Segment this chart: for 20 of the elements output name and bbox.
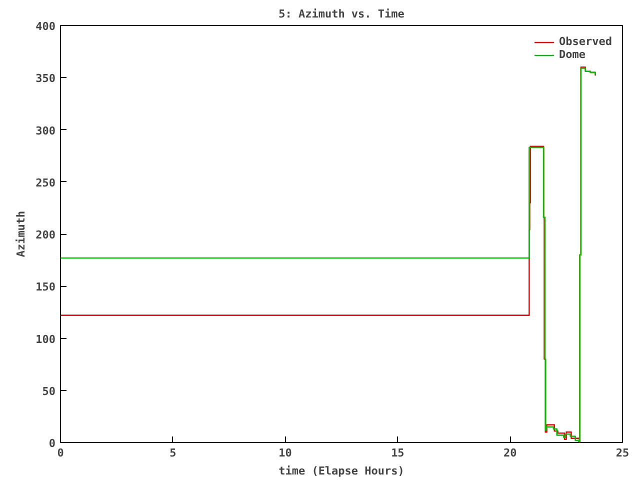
- x-tick-label: 15: [391, 446, 404, 460]
- x-tick-label: 25: [616, 446, 630, 460]
- y-tick-label: 400: [36, 20, 56, 33]
- x-tick-label: 5: [170, 446, 176, 460]
- y-tick-label: 350: [36, 72, 56, 86]
- y-tick-label: 100: [36, 332, 56, 346]
- y-tick-label: 200: [36, 228, 56, 242]
- x-tick-label: 20: [503, 446, 517, 460]
- legend-label: Observed: [559, 35, 612, 48]
- legend-label: Dome: [559, 48, 586, 61]
- x-tick-label: 10: [278, 446, 292, 460]
- y-tick-label: 50: [42, 384, 56, 398]
- x-tick-label: 0: [57, 446, 64, 460]
- x-axis-title: time (Elapse Hours): [278, 464, 404, 478]
- y-tick-label: 150: [36, 280, 56, 294]
- y-axis-title: Azimuth: [14, 210, 28, 258]
- y-tick-label: 300: [36, 124, 56, 138]
- y-tick-label: 0: [48, 437, 56, 450]
- y-tick-label: 250: [36, 176, 56, 190]
- chart-title: 5: Azimuth vs. Time: [278, 8, 405, 20]
